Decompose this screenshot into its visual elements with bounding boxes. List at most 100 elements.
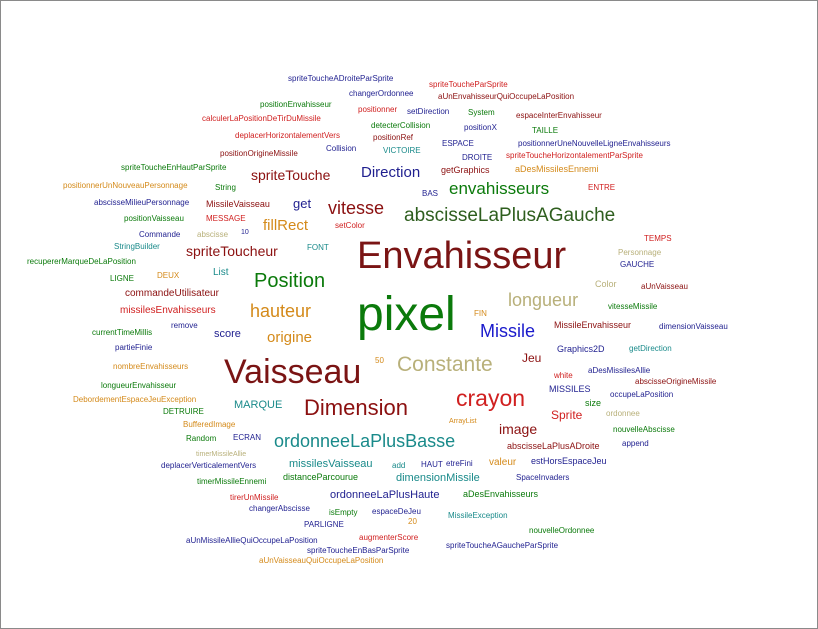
cloud-word: spriteToucheur <box>186 243 278 259</box>
cloud-word: FONT <box>307 243 329 252</box>
cloud-word: score <box>214 328 241 340</box>
cloud-word: aUnMissileAllieQuiOccupeLaPosition <box>186 536 318 545</box>
cloud-word: nouvelleOrdonnee <box>529 526 595 535</box>
cloud-word: timerMissileEnnemi <box>197 477 267 486</box>
cloud-word: Dimension <box>304 395 408 420</box>
cloud-word: spriteToucheHorizontalementParSprite <box>506 151 643 160</box>
cloud-word: spriteTouche <box>251 167 331 183</box>
cloud-word: Collision <box>326 144 357 153</box>
cloud-word: isEmpty <box>329 508 358 517</box>
cloud-word: Envahisseur <box>357 235 567 277</box>
cloud-word: positionEnvahisseur <box>260 100 332 109</box>
cloud-word: BAS <box>422 189 439 198</box>
cloud-word: 10 <box>241 229 249 236</box>
cloud-word: aDesMissilesEnnemi <box>515 164 599 174</box>
cloud-word: abscisseLaPlusADroite <box>507 441 600 451</box>
cloud-word: Personnage <box>618 248 662 257</box>
cloud-word: TAILLE <box>532 126 559 135</box>
cloud-word: augmenterScore <box>359 533 419 542</box>
cloud-word: VICTOIRE <box>383 146 421 155</box>
cloud-word: DROITE <box>462 153 493 162</box>
cloud-word: positionnerUneNouvelleLigneEnvahisseurs <box>518 139 671 148</box>
cloud-word: ordonneeLaPlusBasse <box>274 431 456 451</box>
cloud-word: changerOrdonnee <box>349 89 414 98</box>
cloud-word: abscisseOrigineMissile <box>635 377 717 386</box>
cloud-word: TEMPS <box>644 234 672 243</box>
cloud-word: positionX <box>464 123 497 132</box>
cloud-word: DebordementEspaceJeuException <box>73 395 197 404</box>
cloud-word: ECRAN <box>233 433 262 442</box>
cloud-word: hauteur <box>250 301 312 321</box>
cloud-word: aDesMissilesAllie <box>588 366 651 375</box>
cloud-word: MissileVaisseau <box>206 199 270 209</box>
cloud-word: ArrayList <box>449 418 477 425</box>
cloud-word: pixel <box>357 288 456 341</box>
cloud-word: get <box>293 196 312 211</box>
cloud-word: crayon <box>456 385 526 411</box>
cloud-word: GAUCHE <box>620 260 655 269</box>
cloud-word: Color <box>595 279 617 289</box>
cloud-word: image <box>499 421 538 437</box>
cloud-word: positionnerUnNouveauPersonnage <box>63 181 188 190</box>
cloud-word: BufferedImage <box>183 420 236 429</box>
cloud-word: espaceInterEnvahisseur <box>516 111 602 120</box>
cloud-word: String <box>215 183 236 192</box>
cloud-word: setDirection <box>407 107 450 116</box>
cloud-word: commandeUtilisateur <box>125 288 219 299</box>
cloud-word: Vaisseau <box>224 353 362 391</box>
cloud-word: MissileEnvahisseur <box>554 320 632 330</box>
cloud-word: System <box>468 108 495 117</box>
cloud-word: dimensionVaisseau <box>659 322 728 331</box>
cloud-word: partieFinie <box>115 343 153 352</box>
cloud-word: Commande <box>139 230 181 239</box>
cloud-word: vitesse <box>328 198 385 218</box>
cloud-word: ENTRE <box>588 183 616 192</box>
cloud-word: spriteToucheAGaucheParSprite <box>446 541 559 550</box>
cloud-word: DEUX <box>157 271 180 280</box>
cloud-word: missilesEnvahisseurs <box>120 305 216 316</box>
cloud-word: Sprite <box>551 408 583 422</box>
cloud-word: DETRUIRE <box>163 407 204 416</box>
cloud-word: missilesVaisseau <box>289 458 373 470</box>
cloud-word: List <box>213 267 229 278</box>
cloud-word: changerAbscisse <box>249 504 310 513</box>
cloud-word: SpaceInvaders <box>516 473 570 482</box>
cloud-word: aUnEnvahisseurQuiOccupeLaPosition <box>438 92 575 101</box>
cloud-word: abscisseLaPlusAGauche <box>404 205 616 226</box>
cloud-word: ordonnee <box>606 409 640 418</box>
cloud-word: MISSILES <box>549 384 591 394</box>
cloud-word: spriteToucheEnHautParSprite <box>121 163 227 172</box>
cloud-word: tirerUnMissile <box>230 493 279 502</box>
cloud-word: longueur <box>508 290 579 310</box>
cloud-word: getDirection <box>629 344 672 353</box>
cloud-word: setColor <box>335 221 365 230</box>
cloud-word: Missile <box>480 321 536 341</box>
cloud-word: Random <box>186 434 217 443</box>
cloud-word: detecterCollision <box>371 121 431 130</box>
cloud-word: dimensionMissile <box>396 472 480 484</box>
cloud-word: 20 <box>408 517 417 526</box>
cloud-word: PARLIGNE <box>304 520 344 529</box>
cloud-word: espaceDeJeu <box>372 507 421 516</box>
cloud-word: MissileException <box>448 511 508 520</box>
cloud-word: spriteToucheParSprite <box>429 80 508 89</box>
cloud-word: aDesEnvahisseurs <box>463 489 539 499</box>
cloud-word: Constante <box>397 353 493 376</box>
cloud-word: timerMissileAllie <box>196 451 247 458</box>
cloud-word: add <box>392 461 406 470</box>
cloud-word: white <box>554 371 573 380</box>
cloud-word: positionVaisseau <box>124 214 184 223</box>
cloud-word: getGraphics <box>441 165 490 175</box>
cloud-word: ordonneeLaPlusHaute <box>330 489 440 501</box>
cloud-word: etreFini <box>446 459 473 468</box>
cloud-word: abscisse <box>197 230 229 239</box>
cloud-word: size <box>585 398 602 408</box>
cloud-word: spriteToucheEnBasParSprite <box>307 546 410 555</box>
cloud-word: origine <box>267 329 313 346</box>
cloud-word: fillRect <box>263 217 309 234</box>
cloud-word: 50 <box>375 356 384 365</box>
cloud-word: remove <box>171 321 198 330</box>
cloud-word: envahisseurs <box>449 179 550 198</box>
cloud-word: MARQUE <box>234 399 283 411</box>
